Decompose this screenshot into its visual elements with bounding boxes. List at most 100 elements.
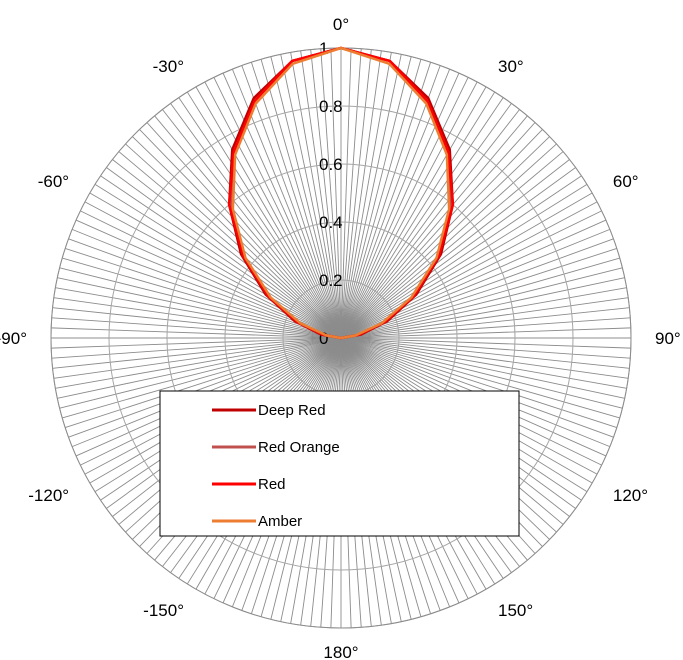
spoke-line bbox=[241, 65, 342, 339]
angle-tick-label: -90° bbox=[0, 329, 27, 348]
spoke-line bbox=[340, 115, 528, 339]
spoke-line bbox=[112, 159, 342, 339]
spoke-line bbox=[65, 247, 342, 339]
spoke-line bbox=[310, 49, 342, 339]
spoke-line bbox=[300, 50, 342, 339]
spoke-line bbox=[154, 115, 342, 339]
spoke-line bbox=[340, 97, 504, 339]
spoke-line bbox=[340, 49, 372, 339]
spoke-line bbox=[84, 201, 342, 339]
legend-label: Red bbox=[258, 476, 286, 493]
spoke-line bbox=[340, 337, 620, 419]
spoke-line bbox=[340, 48, 362, 339]
spoke-line bbox=[89, 192, 342, 339]
spoke-line bbox=[340, 337, 627, 389]
spoke-line bbox=[51, 337, 342, 349]
radial-tick-label: 0.2 bbox=[319, 271, 343, 290]
legend-label: Amber bbox=[258, 513, 302, 530]
spoke-line bbox=[340, 143, 557, 339]
spoke-line bbox=[146, 122, 342, 339]
spoke-line bbox=[340, 122, 536, 339]
spoke-line bbox=[270, 56, 342, 339]
spoke-line bbox=[170, 103, 342, 339]
legend: Deep Red Red Orange Red Amber bbox=[159, 390, 520, 537]
spoke-line bbox=[340, 317, 631, 339]
spoke-line bbox=[52, 337, 342, 369]
spoke-line bbox=[162, 109, 342, 339]
spoke-line bbox=[340, 210, 602, 339]
spoke-line bbox=[340, 59, 422, 339]
angle-tick-labels: 0° 30° 60° 90° 120° 150° 180° -150° -120° -90° -60… bbox=[0, 15, 681, 660]
spoke-line bbox=[340, 72, 460, 339]
spoke-line bbox=[57, 337, 342, 399]
spoke-line bbox=[340, 86, 487, 339]
spoke-line bbox=[340, 267, 623, 339]
spoke-line bbox=[51, 317, 342, 339]
spoke-line bbox=[340, 91, 496, 339]
spoke-line bbox=[340, 50, 382, 339]
radial-tick-label: 0 bbox=[319, 329, 328, 348]
spoke-line bbox=[340, 65, 441, 339]
spoke-line bbox=[57, 277, 342, 339]
spoke-line bbox=[340, 277, 625, 339]
spoke-line bbox=[340, 77, 469, 339]
legend-box bbox=[159, 390, 520, 537]
spoke-line bbox=[75, 219, 342, 339]
angle-tick-label: -150° bbox=[143, 601, 184, 620]
spoke-line bbox=[53, 297, 342, 339]
spoke-line bbox=[340, 159, 570, 339]
spoke-line bbox=[340, 192, 593, 339]
spoke-line bbox=[94, 183, 342, 339]
spoke-line bbox=[213, 77, 342, 339]
spoke-line bbox=[118, 151, 342, 339]
spoke-line bbox=[290, 52, 342, 339]
spoke-line bbox=[340, 337, 617, 429]
spoke-line bbox=[125, 143, 342, 339]
spoke-line bbox=[330, 48, 342, 339]
spoke-line bbox=[62, 257, 342, 339]
spoke-line bbox=[340, 175, 582, 339]
spoke-line bbox=[340, 183, 588, 339]
radial-tick-label: 0.6 bbox=[319, 155, 343, 174]
spoke-line bbox=[260, 59, 342, 339]
spoke-line bbox=[340, 247, 617, 339]
spoke-line bbox=[340, 337, 631, 349]
spoke-line bbox=[55, 287, 342, 339]
radial-tick-label: 0.4 bbox=[319, 213, 343, 232]
angle-tick-label: 30° bbox=[498, 57, 524, 76]
spoke-line bbox=[195, 86, 342, 339]
spoke-line bbox=[340, 167, 576, 339]
spoke-line bbox=[340, 327, 631, 339]
spoke-line bbox=[340, 297, 629, 339]
spoke-line bbox=[250, 62, 342, 339]
spoke-line bbox=[340, 151, 564, 339]
spoke-line bbox=[59, 337, 342, 409]
spoke-line bbox=[340, 103, 512, 339]
angle-tick-label: -120° bbox=[28, 486, 69, 505]
spoke-line bbox=[340, 52, 392, 339]
radial-tick-label: 0.8 bbox=[319, 97, 343, 116]
spoke-line bbox=[53, 337, 342, 379]
spoke-line bbox=[320, 48, 342, 339]
spoke-line bbox=[204, 81, 342, 339]
spoke-line bbox=[340, 109, 520, 339]
spoke-line bbox=[340, 337, 614, 438]
spoke-line bbox=[340, 337, 623, 409]
legend-label: Red Orange bbox=[258, 439, 340, 456]
legend-label: Deep Red bbox=[258, 402, 326, 419]
angle-tick-label: -60° bbox=[38, 172, 69, 191]
spoke-line bbox=[340, 56, 412, 339]
angle-tick-label: 90° bbox=[655, 329, 681, 348]
spoke-line bbox=[55, 337, 342, 389]
spoke-line bbox=[178, 97, 342, 339]
spoke-line bbox=[222, 72, 342, 339]
spoke-line bbox=[68, 337, 342, 438]
spoke-line bbox=[51, 327, 342, 339]
spoke-line bbox=[100, 175, 342, 339]
spoke-line bbox=[52, 307, 342, 339]
spoke-line bbox=[106, 167, 342, 339]
spoke-line bbox=[186, 91, 342, 339]
angle-tick-label: 150° bbox=[498, 601, 533, 620]
spoke-line bbox=[340, 219, 607, 339]
